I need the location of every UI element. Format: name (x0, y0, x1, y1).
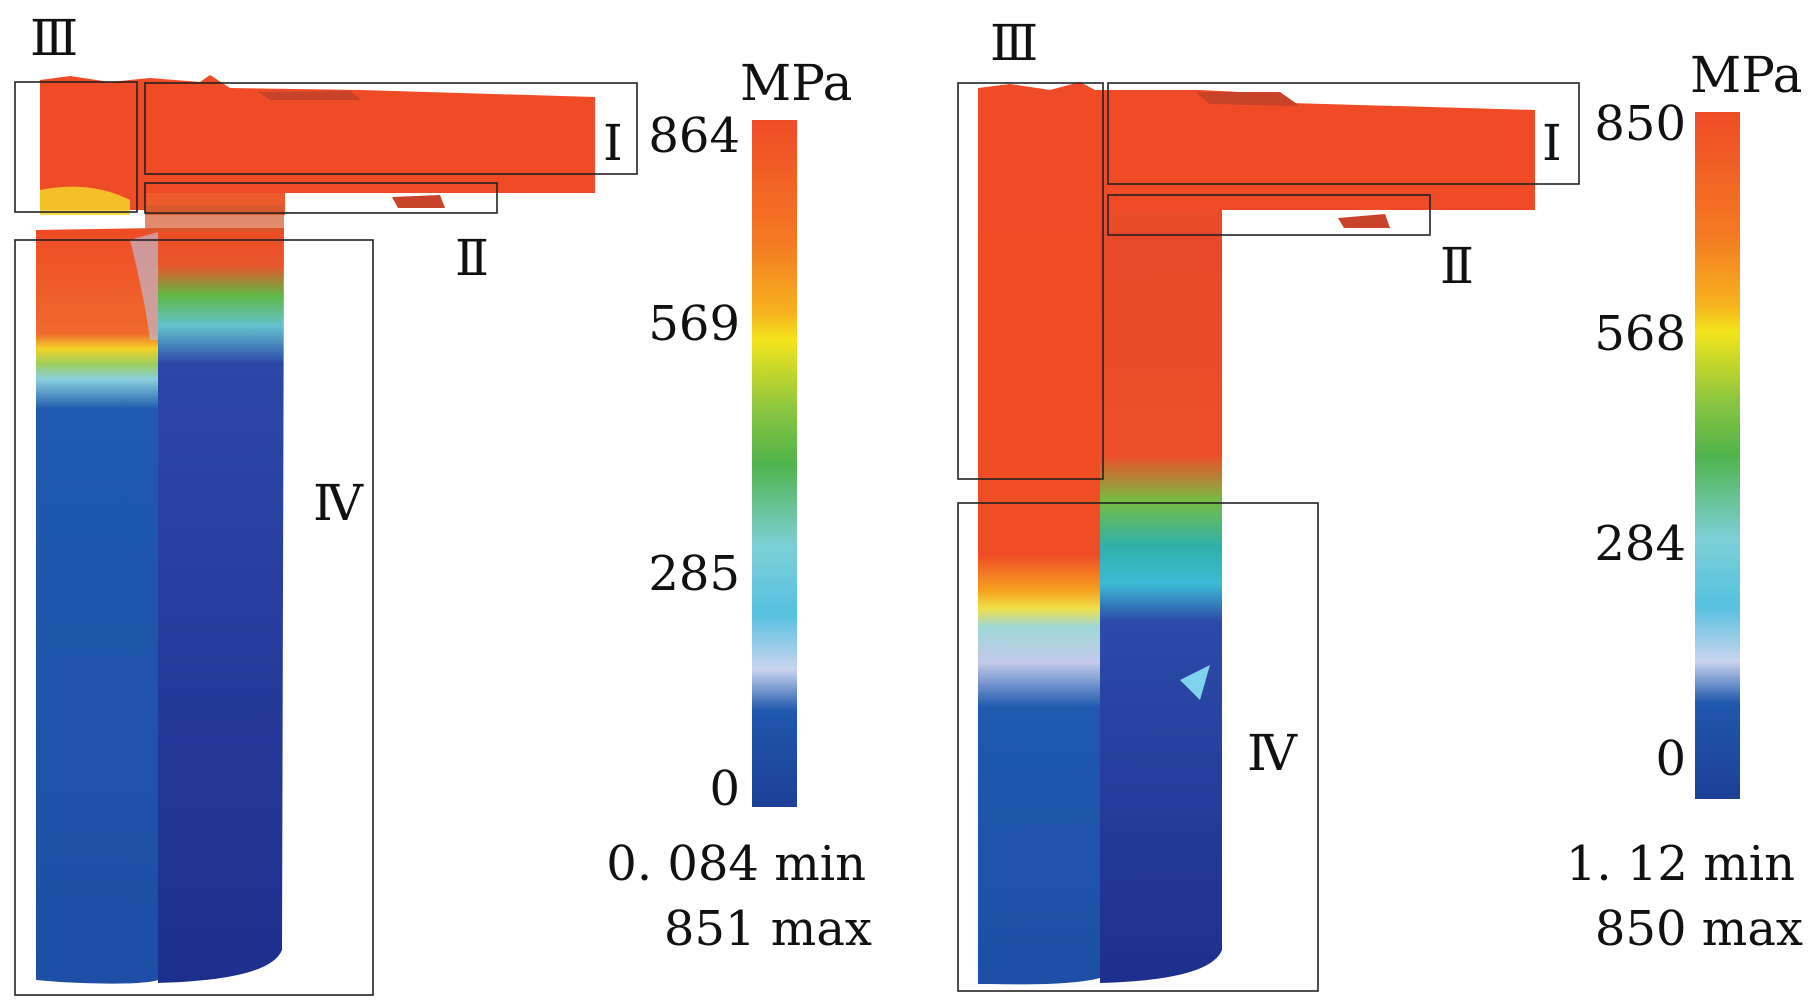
panel-2-label-III: Ⅲ (990, 14, 1038, 72)
panel-2-label-II: Ⅱ (1440, 237, 1474, 295)
panel-1-collar-fade (145, 205, 284, 232)
panel-2-box-I (1107, 82, 1580, 185)
panel-2-colorbar-tick-max: 850 (1594, 96, 1686, 152)
panel-1-colorbar-unit: MPa (740, 54, 852, 112)
panel-1-flange-body (40, 75, 595, 210)
panel-1-box-II (144, 182, 498, 214)
panel-2-colorbar-tick-min: 0 (1655, 731, 1686, 787)
panel-2-flange-body (978, 82, 1535, 230)
panel-1-label-IV: Ⅳ (313, 474, 364, 532)
panel-2-collar (1100, 210, 1222, 232)
panel-1-cylinder (36, 228, 284, 984)
panel-1-cylinder-highlight (130, 232, 158, 340)
panel-1-colorbar-tick-max: 864 (648, 108, 740, 164)
panel-2-box-II (1107, 194, 1431, 236)
panel-1-cylinder-left-face (36, 228, 158, 984)
panel-2-colorbar-gradient (1695, 112, 1740, 799)
panel-2: Ⅲ Ⅰ Ⅱ Ⅳ MPa 850 568 284 0 1. 12 min 850 … (957, 14, 1803, 992)
panel-1-cylinder-right-face (158, 228, 284, 983)
panel-2-flange-notch-top (1195, 92, 1300, 106)
panel-2-colorbar-tick-2: 568 (1594, 306, 1686, 362)
panel-1-max-readout: 851 max (664, 901, 872, 957)
panel-1-flange-notch-bottom (392, 195, 445, 208)
panel-1: Ⅲ Ⅰ Ⅱ Ⅳ MPa 864 569 285 0 0. 084 min 851… (14, 9, 872, 996)
panel-2-box-III (957, 82, 1104, 480)
panel-2-label-I: Ⅰ (1542, 114, 1562, 172)
panel-1-colorbar-tick-min: 0 (709, 761, 740, 817)
panel-2-cylinder-hotspot (1180, 665, 1210, 700)
panel-2-colorbar: MPa 850 568 284 0 (1594, 46, 1802, 799)
panel-2-colorbar-tick-3: 284 (1594, 516, 1686, 572)
panel-1-colorbar-tick-2: 569 (648, 296, 740, 352)
panel-1-box-III (14, 81, 138, 213)
panel-1-label-II: Ⅱ (455, 229, 489, 287)
panel-2-colorbar-unit: MPa (1690, 46, 1802, 104)
panel-2-max-readout: 850 max (1595, 901, 1803, 957)
panel-1-flange-notch-top (258, 91, 362, 100)
panel-1-colorbar-gradient (752, 120, 797, 807)
panel-1-label-I: Ⅰ (603, 114, 623, 172)
panel-2-box-IV (957, 502, 1319, 992)
panel-1-flange-yellow-patch (40, 186, 130, 215)
panel-1-box-I (144, 82, 638, 175)
panel-2-min-readout: 1. 12 min (1566, 836, 1795, 892)
panel-1-colorbar-tick-3: 285 (648, 546, 740, 602)
panel-2-region-boxes (957, 82, 1580, 992)
panel-2-cylinder-right-face (1100, 230, 1222, 983)
panel-1-min-readout: 0. 084 min (606, 836, 866, 892)
panel-2-flange (978, 82, 1535, 232)
panel-2-cylinder (978, 90, 1222, 985)
panel-1-colorbar: MPa 864 569 285 0 (648, 54, 852, 817)
panel-2-flange-notch-bottom (1338, 214, 1390, 228)
panel-1-box-IV (14, 239, 374, 996)
panel-1-flange (40, 75, 595, 232)
panel-2-label-IV: Ⅳ (1247, 724, 1298, 782)
panel-1-label-III: Ⅲ (30, 9, 78, 67)
panel-2-cylinder-left-face (978, 90, 1100, 985)
panel-1-region-boxes (14, 81, 638, 996)
